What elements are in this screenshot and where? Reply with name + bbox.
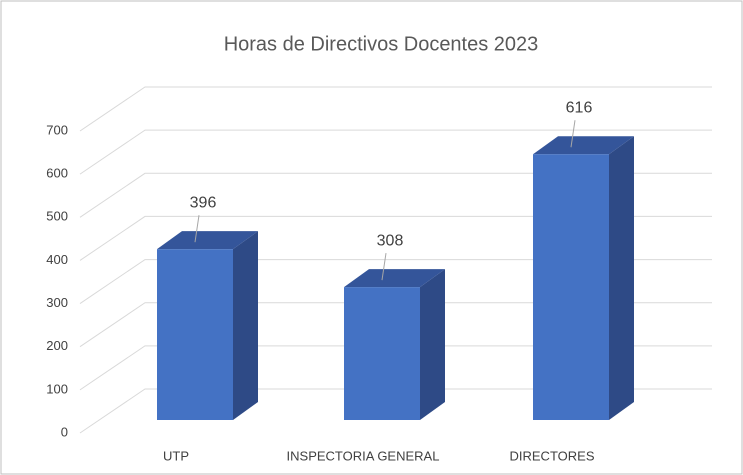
grid-line (79, 388, 712, 434)
x-tick-label: INSPECTORIA GENERAL (287, 448, 440, 463)
leader-line (570, 120, 576, 148)
bar-top (344, 269, 445, 288)
bar-front (344, 287, 420, 420)
y-tick-label: 700 (46, 122, 68, 137)
y-tick-label: 100 (46, 381, 68, 396)
bar (533, 136, 634, 421)
bar-front (533, 154, 609, 421)
leader-line (381, 253, 387, 281)
grid-line (79, 345, 712, 391)
x-tick-label: DIRECTORES (510, 448, 595, 463)
grid-line (79, 259, 712, 304)
grid-line (79, 302, 712, 348)
leader-line (194, 215, 200, 243)
chart-title: Horas de Directivos Docentes 2023 (224, 33, 539, 55)
y-tick-label: 200 (46, 338, 68, 353)
bar-top (157, 231, 258, 250)
grid-line (79, 86, 712, 132)
bar-side (233, 231, 258, 420)
bar-side (609, 136, 634, 421)
y-tick-label: 500 (46, 209, 68, 224)
bar-front (157, 249, 233, 420)
bar-top (533, 136, 634, 155)
data-label: 308 (377, 232, 404, 249)
bar (157, 231, 258, 420)
y-tick-label: 300 (46, 295, 68, 310)
grid-line (79, 129, 712, 175)
bar (344, 269, 445, 420)
data-label: 616 (566, 99, 593, 116)
data-label: 396 (190, 194, 217, 211)
y-tick-label: 600 (46, 166, 68, 181)
y-tick-label: 400 (46, 252, 68, 267)
grid-line (79, 215, 712, 261)
grid-line (79, 172, 712, 218)
y-tick-label: 0 (61, 424, 68, 439)
x-tick-label: UTP (163, 448, 189, 463)
bar-side (420, 269, 445, 420)
